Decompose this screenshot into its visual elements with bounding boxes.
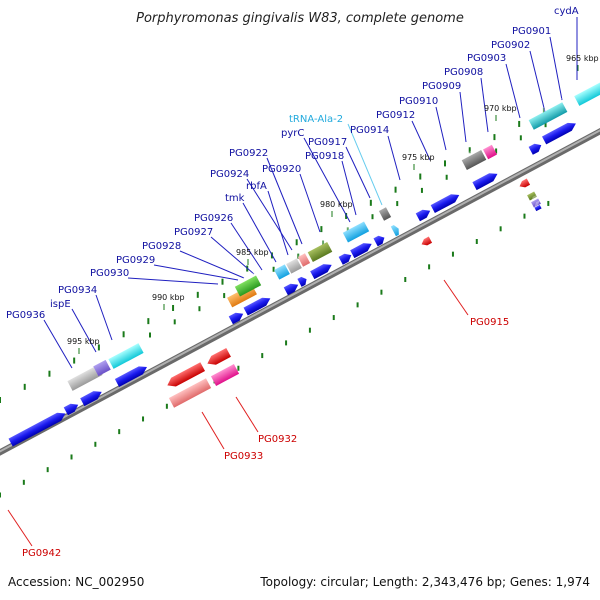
map-title: Porphyromonas gingivalis W83, complete g… (136, 11, 464, 26)
forward-gene (63, 396, 79, 416)
reverse-gene (419, 232, 433, 246)
reverse-gene (517, 174, 531, 188)
forward-gene (283, 276, 299, 296)
gene-label: PG0929 (116, 255, 155, 266)
gene-label: PG0920 (262, 164, 301, 175)
forward-gene (472, 165, 498, 191)
reverse-gene (168, 373, 212, 408)
forward-gene (415, 202, 431, 222)
feature-block (531, 194, 541, 208)
forward-gene (373, 229, 385, 247)
gene-label: PG0902 (491, 40, 530, 51)
scale-label: 980 kbp (320, 200, 353, 209)
feature-block (234, 271, 262, 297)
reverse-gene (210, 359, 240, 386)
forward-gene (297, 270, 307, 287)
gene-label: tmk (225, 193, 245, 204)
gene-label: pyrC (281, 128, 304, 139)
gene-label: rbfA (246, 181, 267, 192)
gene-label: PG0909 (422, 81, 461, 92)
gene-label: PG0922 (229, 148, 268, 159)
gene-label: ispE (50, 299, 71, 310)
gene-features (8, 77, 600, 447)
feature-block (528, 97, 568, 130)
feature-block (574, 77, 600, 106)
topology-text: Topology: circular; Length: 2,343,476 bp… (259, 575, 590, 589)
feature-block (534, 200, 542, 212)
forward-gene (310, 256, 332, 280)
scale-label: 975 kbp (402, 153, 435, 162)
gene-label: PG0908 (444, 67, 483, 78)
gene-label: PG0936 (6, 310, 45, 321)
feature-block (286, 253, 302, 274)
tick-marks (0, 107, 550, 498)
gene-label: PG0918 (305, 151, 344, 162)
gene-label: PG0930 (90, 268, 129, 279)
forward-gene (8, 405, 66, 447)
gene-label: PG0942 (22, 548, 61, 559)
gene-label: PG0901 (512, 26, 551, 37)
gene-label: PG0928 (142, 241, 181, 252)
gene-label: PG0912 (376, 110, 415, 121)
feature-block (483, 140, 497, 160)
feature-block (93, 355, 111, 377)
feature-block (342, 217, 370, 243)
feature-block (108, 338, 144, 369)
feature-block (461, 145, 487, 171)
gene-label: PG0914 (350, 125, 389, 136)
gene-label: cydA (554, 6, 579, 17)
gene-label: PG0903 (467, 53, 506, 64)
reverse-gene (164, 357, 206, 387)
forward-gene (350, 235, 372, 259)
gene-label: PG0915 (470, 317, 509, 328)
feature-block (67, 360, 103, 391)
gene-label: tRNA-Ala-2 (289, 114, 343, 125)
forward-gene (338, 246, 352, 265)
gene-label: PG0927 (174, 227, 213, 238)
gene-label: PG0934 (58, 285, 97, 296)
scale-label: 965 kbp (566, 54, 599, 63)
scale-labels: 965 kbp 970 kbp 975 kbp 980 kbp 985 kbp 990 k… (67, 54, 599, 354)
forward-gene (430, 186, 460, 214)
scale-label: 990 kbp (152, 293, 185, 302)
gene-label: PG0933 (224, 451, 263, 462)
forward-gene (528, 136, 542, 155)
scale-label: 995 kbp (67, 337, 100, 346)
forward-gene (541, 115, 576, 145)
scale-label: 970 kbp (484, 104, 517, 113)
feature-block (307, 237, 333, 263)
feature-block (390, 219, 399, 237)
forward-gene (80, 383, 102, 407)
reverse-gene (205, 343, 231, 365)
forward-gene (114, 358, 148, 387)
scale-label: 985 kbp (236, 248, 269, 257)
gene-label: PG0917 (308, 137, 347, 148)
accession-text: Accession: NC_002950 (8, 575, 144, 589)
feature-block (378, 202, 392, 221)
label-leaders (7, 17, 578, 547)
feature-block (274, 259, 290, 280)
feature-block (527, 187, 537, 201)
gene-label: PG0926 (194, 213, 233, 224)
gene-label: PG0932 (258, 434, 297, 445)
forward-gene (228, 305, 244, 325)
gene-label: PG0924 (210, 169, 249, 180)
gene-label: PG0910 (399, 96, 438, 107)
forward-gene (243, 289, 271, 316)
feature-block (297, 248, 311, 267)
